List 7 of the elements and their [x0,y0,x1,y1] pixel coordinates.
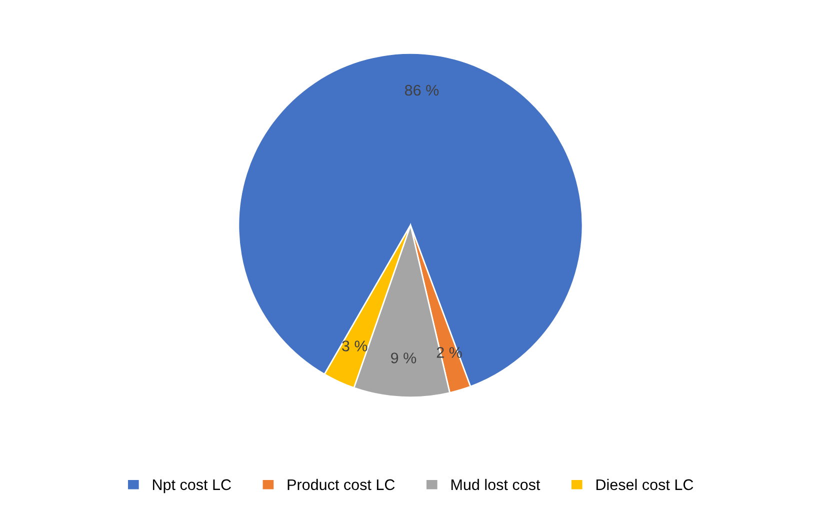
legend-label: Diesel cost LC [596,478,694,490]
legend-label: Product cost LC [288,478,395,490]
legend-label: Npt cost LC [152,479,231,494]
data-label: 9 % [391,352,416,364]
data-label: 86 % [404,84,439,96]
data-label: 3 % [342,340,368,352]
legend-label: Mud lost cost [451,478,540,490]
